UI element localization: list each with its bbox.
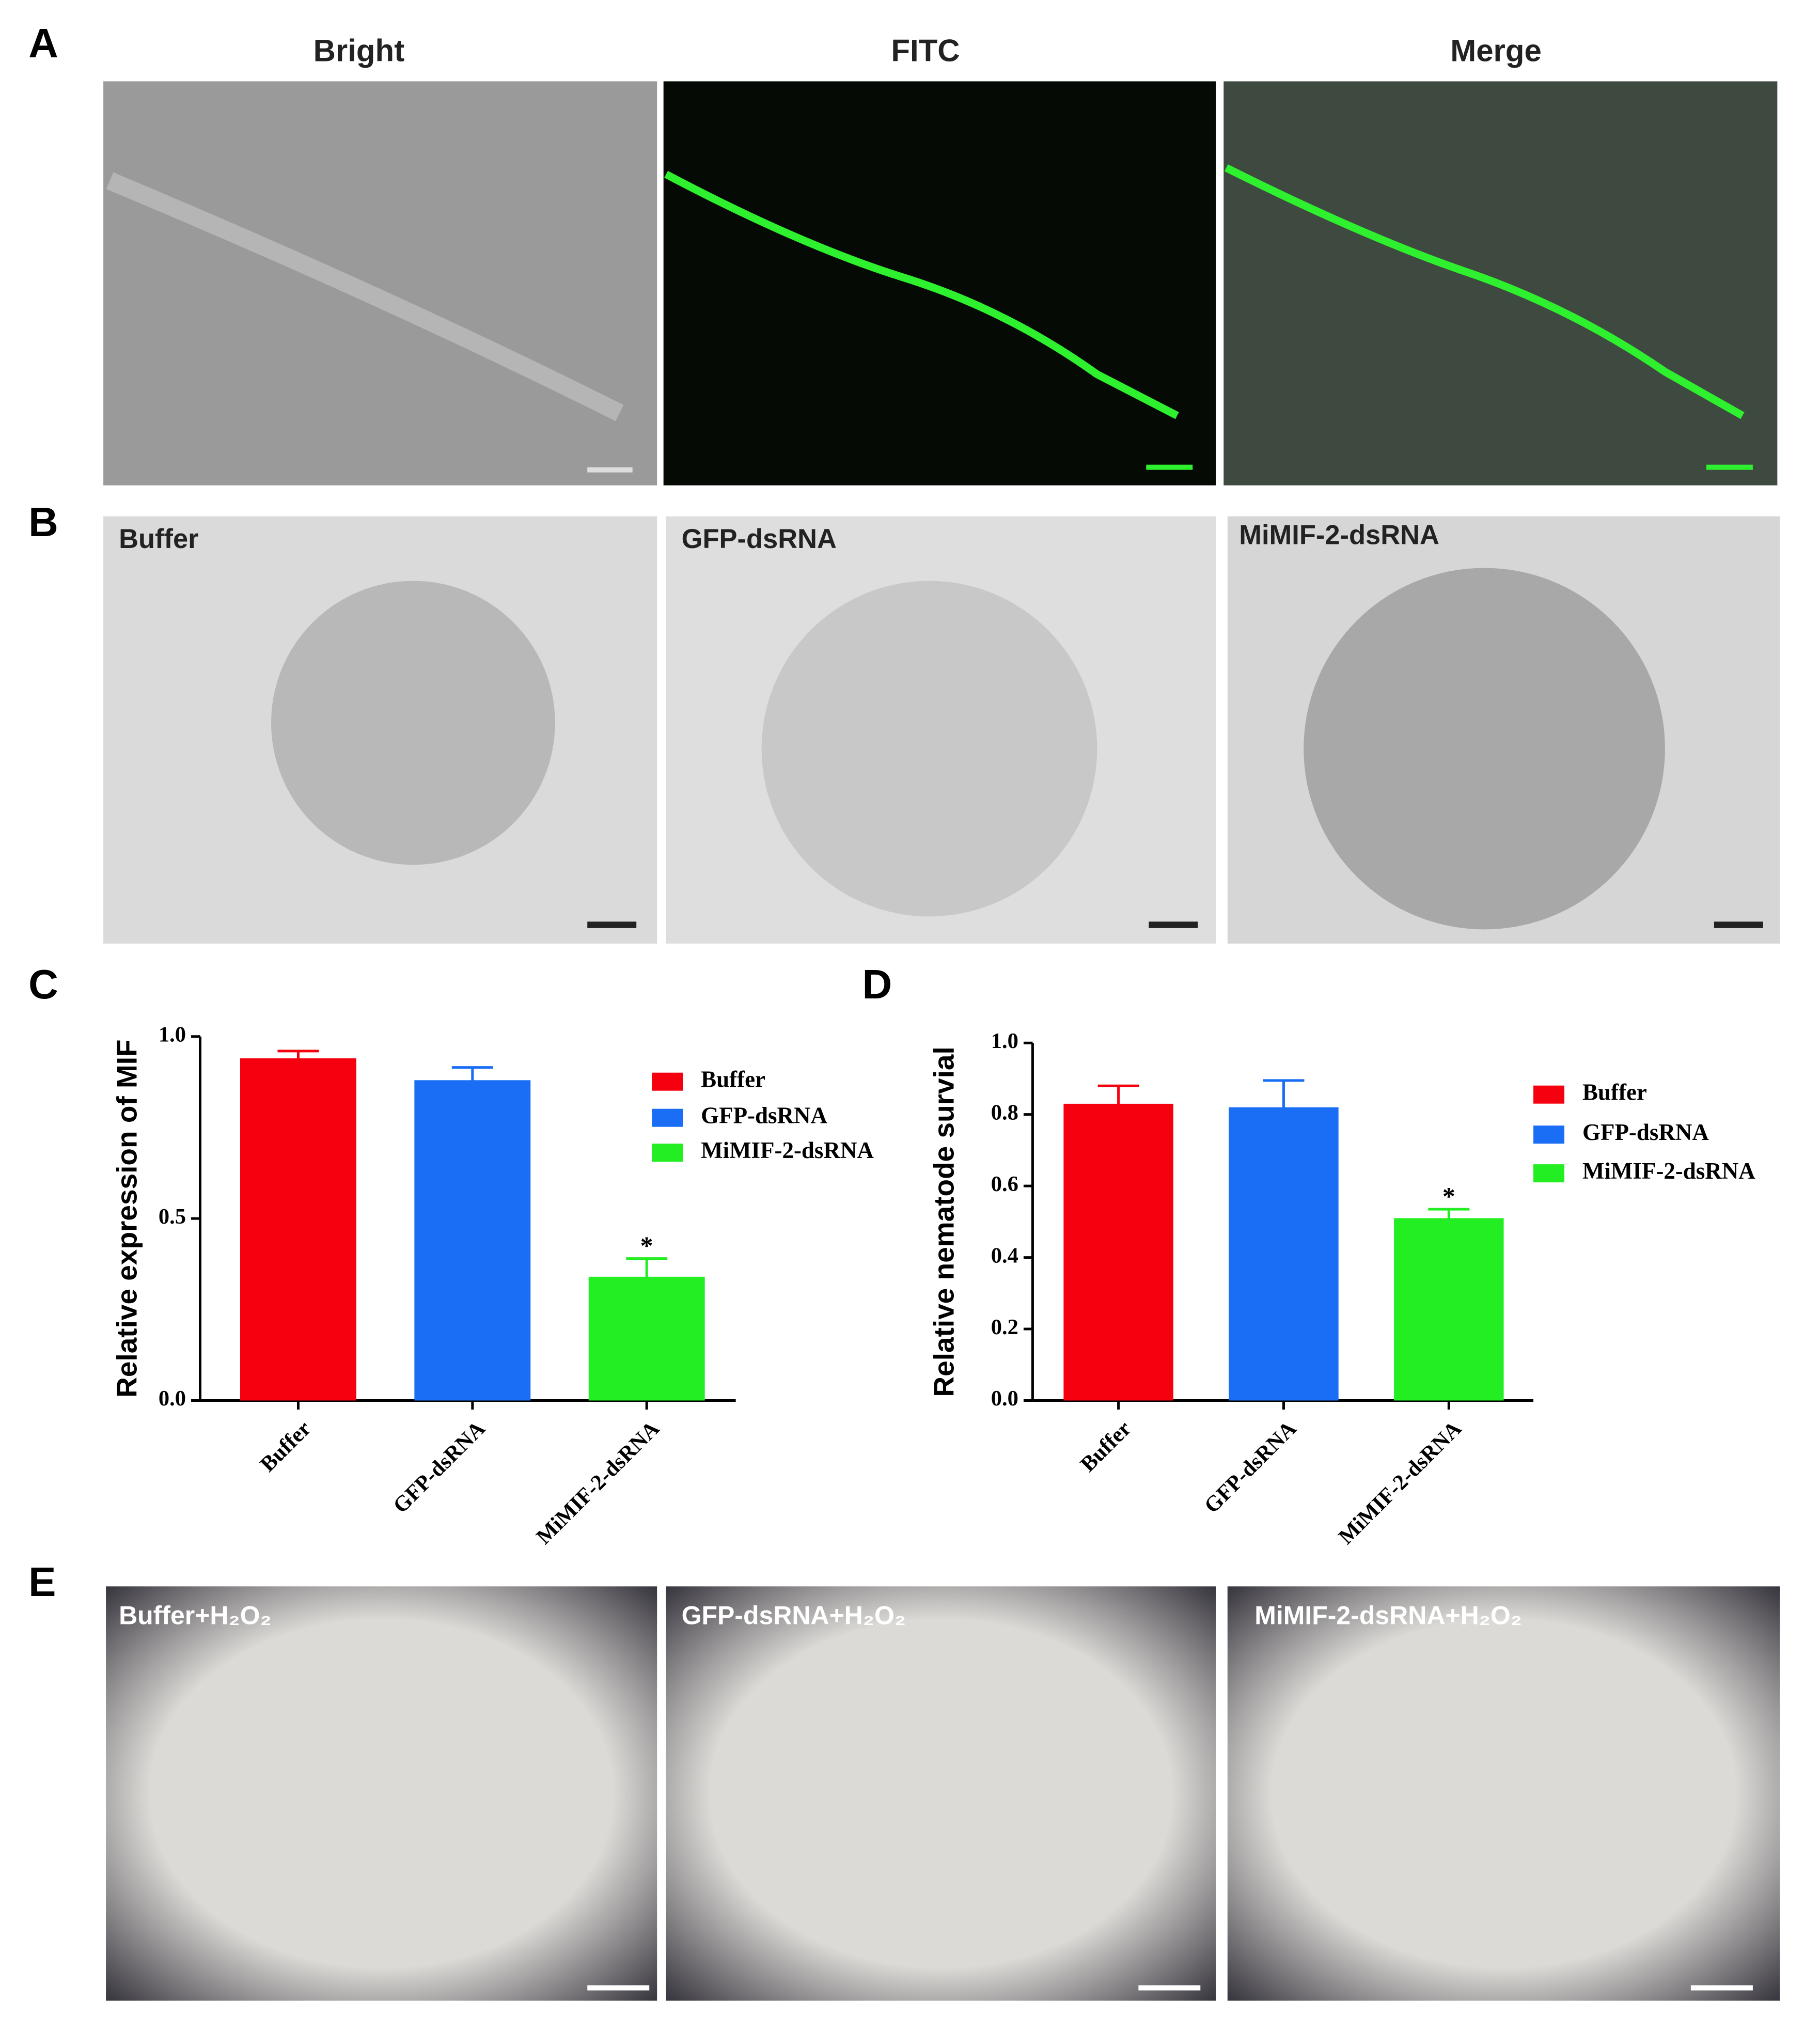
legend-label: GFP-dsRNA (1582, 1119, 1709, 1145)
x-tick-label: GFP-dsRNA (388, 1416, 490, 1518)
image-buffer-h2o2 (106, 1586, 657, 2001)
nematodes (1304, 568, 1665, 930)
y-tick-label: 1.0 (991, 1029, 1018, 1053)
scale-bar (587, 467, 633, 473)
bar (240, 1058, 356, 1401)
legend-swatch (652, 1072, 683, 1091)
y-tick-label: 0.8 (991, 1100, 1018, 1124)
significance-mark: * (640, 1231, 653, 1260)
nematodes (271, 581, 555, 865)
y-tick-label: 0.4 (991, 1243, 1018, 1268)
legend-label: Buffer (1582, 1080, 1647, 1105)
panel-letter: A (28, 20, 58, 66)
x-tick-label: MiMIF-2-dsRNA (531, 1416, 664, 1549)
image-label: MiMIF-2-dsRNA+H₂O₂ (1254, 1601, 1522, 1630)
image-label: GFP-dsRNA+H₂O₂ (682, 1601, 906, 1630)
image-bright (103, 81, 657, 486)
legend-swatch (1533, 1125, 1565, 1144)
bar (1063, 1103, 1173, 1401)
fluorescence (1224, 164, 1745, 419)
legend-swatch (652, 1144, 683, 1162)
image-fitc (663, 81, 1216, 486)
scale-bar (1690, 1985, 1753, 1991)
y-axis-label: Relative nematode survial (928, 1046, 960, 1397)
scale-bar (587, 1985, 650, 1991)
x-tick-label: Buffer (256, 1416, 316, 1477)
x-tick-label: MiMIF-2-dsRNA (1334, 1416, 1467, 1549)
image-label: MiMIF-2-dsRNA (1239, 520, 1439, 550)
x-tick-label: Buffer (1076, 1416, 1136, 1477)
y-tick-label: 0.0 (991, 1386, 1018, 1411)
scale-bar (1146, 464, 1193, 470)
image-title: FITC (891, 33, 960, 68)
panel-letter: D (862, 961, 892, 1007)
scale-bar (1714, 921, 1763, 928)
y-tick-label: 0.0 (159, 1386, 186, 1411)
bar (1394, 1218, 1504, 1401)
bar (414, 1080, 531, 1401)
image-label: Buffer (119, 524, 198, 554)
scale-bar (1138, 1985, 1201, 1991)
scale-bar (1706, 464, 1753, 470)
panel-letter: C (28, 961, 58, 1007)
x-tick-label: GFP-dsRNA (1200, 1416, 1301, 1518)
fluorescence (664, 170, 1179, 419)
image-gfp-h2o2 (666, 1586, 1216, 2001)
legend-swatch (652, 1108, 683, 1127)
panel-letter: E (28, 1559, 56, 1605)
worm-outline (106, 172, 624, 421)
image-label: Buffer+H₂O₂ (119, 1601, 272, 1630)
y-axis-label: Relative expression of MIF (111, 1039, 143, 1397)
significance-mark: * (1442, 1182, 1455, 1211)
image-title: Bright (313, 33, 405, 68)
image-mimif-h2o2 (1227, 1586, 1780, 2001)
y-tick-label: 0.5 (159, 1205, 186, 1229)
legend-swatch (1533, 1164, 1565, 1183)
legend-swatch (1533, 1085, 1565, 1104)
y-tick-label: 1.0 (159, 1022, 186, 1046)
bar (588, 1276, 705, 1401)
y-tick-label: 0.6 (991, 1172, 1018, 1196)
scale-bar (1149, 921, 1198, 928)
legend-label: GFP-dsRNA (701, 1103, 827, 1129)
nematodes (761, 581, 1097, 917)
legend-label: MiMIF-2-dsRNA (1582, 1158, 1755, 1184)
y-tick-label: 0.2 (991, 1315, 1018, 1339)
image-title: Merge (1450, 33, 1542, 68)
scale-bar (587, 921, 637, 928)
panel-letter: B (28, 499, 58, 545)
image-label: GFP-dsRNA (682, 524, 837, 554)
legend-label: Buffer (701, 1067, 765, 1092)
bar (1229, 1107, 1339, 1401)
legend-label: MiMIF-2-dsRNA (701, 1137, 874, 1163)
